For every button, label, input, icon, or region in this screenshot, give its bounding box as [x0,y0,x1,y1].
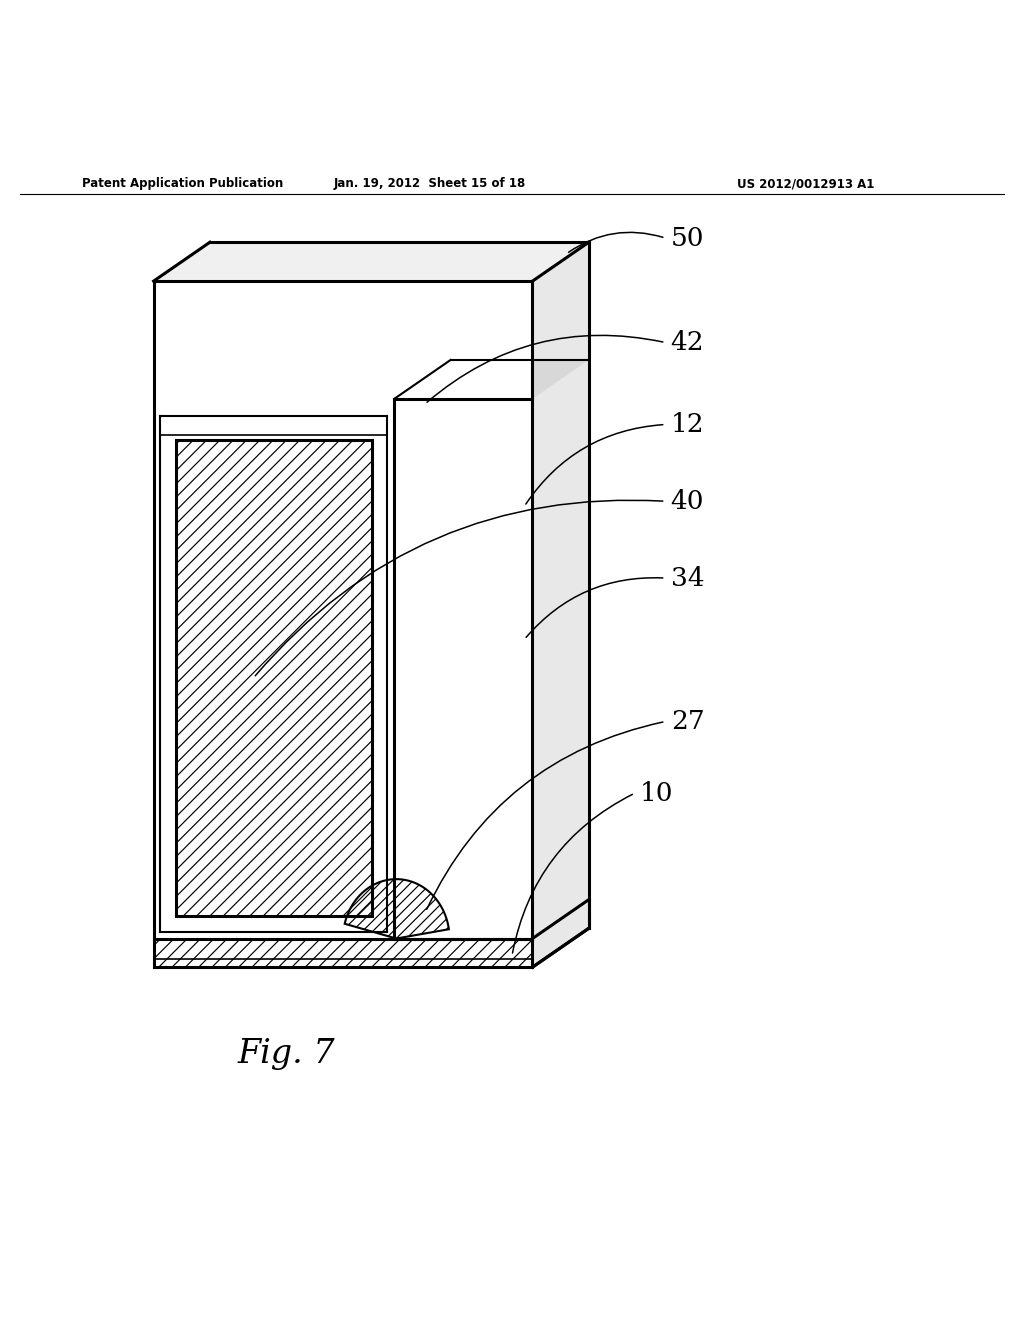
Polygon shape [532,242,589,968]
Polygon shape [154,939,532,968]
Text: 42: 42 [671,330,705,355]
Text: 34: 34 [671,565,705,590]
Polygon shape [345,879,449,939]
Text: 10: 10 [640,780,674,805]
Text: Fig. 7: Fig. 7 [238,1039,336,1071]
Text: 50: 50 [671,226,705,251]
Polygon shape [394,360,589,399]
Polygon shape [154,242,589,281]
Polygon shape [154,281,532,968]
Text: 12: 12 [671,412,705,437]
Text: Patent Application Publication: Patent Application Publication [82,177,284,190]
Text: US 2012/0012913 A1: US 2012/0012913 A1 [737,177,874,190]
Text: 27: 27 [671,709,705,734]
Text: 40: 40 [671,488,705,513]
Text: Jan. 19, 2012  Sheet 15 of 18: Jan. 19, 2012 Sheet 15 of 18 [334,177,526,190]
